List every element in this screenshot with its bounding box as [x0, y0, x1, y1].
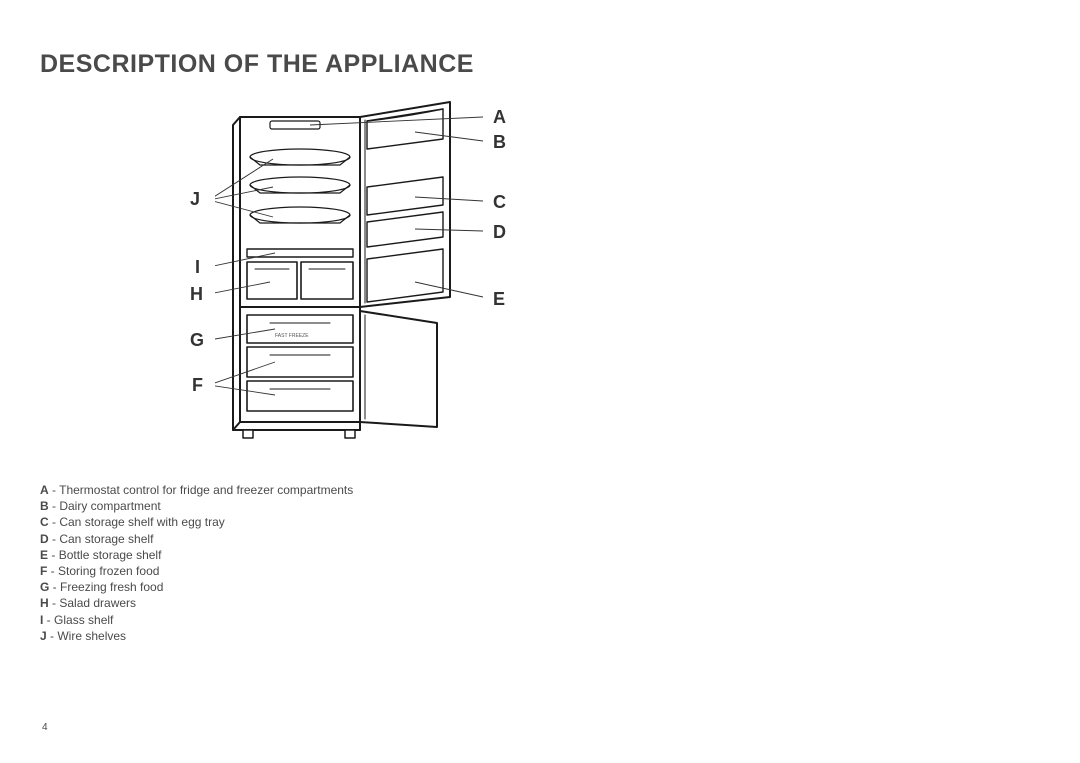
- legend-item: D - Can storage shelf: [40, 531, 1040, 547]
- callout-F: F: [192, 375, 203, 396]
- callout-G: G: [190, 330, 204, 351]
- callout-B: B: [493, 132, 506, 153]
- legend-item: I - Glass shelf: [40, 612, 1040, 628]
- callout-D: D: [493, 222, 506, 243]
- legend-item: H - Salad drawers: [40, 595, 1040, 611]
- callout-C: C: [493, 192, 506, 213]
- page-title: DESCRIPTION OF THE APPLIANCE: [40, 50, 1040, 79]
- legend-item: E - Bottle storage shelf: [40, 547, 1040, 563]
- callout-E: E: [493, 289, 505, 310]
- legend-item: G - Freezing fresh food: [40, 579, 1040, 595]
- legend-item: B - Dairy compartment: [40, 498, 1040, 514]
- callout-H: H: [190, 284, 203, 305]
- callout-I: I: [195, 257, 200, 278]
- legend-item: J - Wire shelves: [40, 628, 1040, 644]
- svg-text:FAST FREEZE: FAST FREEZE: [275, 333, 309, 339]
- legend-item: A - Thermostat control for fridge and fr…: [40, 482, 1040, 498]
- callout-A: A: [493, 107, 506, 128]
- legend-item: F - Storing frozen food: [40, 563, 1040, 579]
- appliance-diagram: FAST FREEZE: [215, 97, 485, 447]
- legend-list: A - Thermostat control for fridge and fr…: [40, 482, 1040, 644]
- legend-item: C - Can storage shelf with egg tray: [40, 514, 1040, 530]
- manual-page: DESCRIPTION OF THE APPLIANCE J I H G F A…: [0, 0, 1080, 763]
- callout-J: J: [190, 189, 200, 210]
- appliance-figure: J I H G F A B C D E: [40, 97, 1040, 457]
- page-number: 4: [42, 722, 48, 733]
